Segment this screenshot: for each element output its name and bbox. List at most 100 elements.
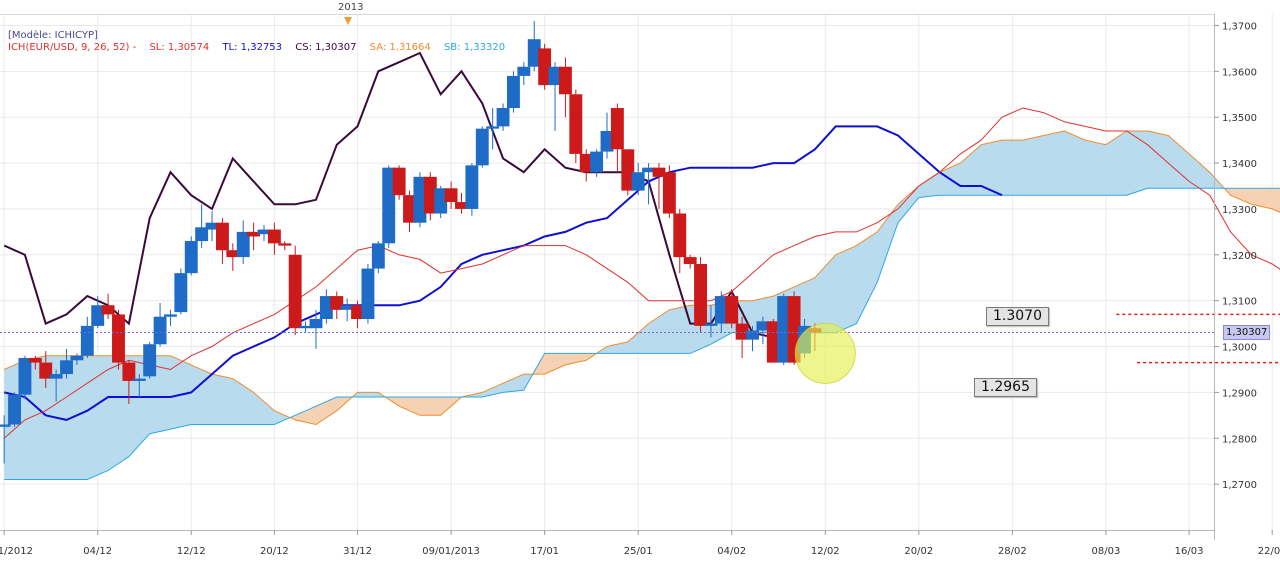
- candle: [423, 172, 437, 221]
- candle: [694, 257, 707, 333]
- y-tick-label: 1,2700: [1222, 480, 1257, 491]
- candle: [80, 316, 94, 358]
- candle-body: [621, 149, 635, 191]
- candle-body: [486, 126, 500, 129]
- candle-body: [205, 222, 219, 230]
- x-tick-label: 12/12: [177, 546, 206, 557]
- candle-body: [579, 153, 593, 173]
- x-tick-label: 25/01: [624, 546, 653, 557]
- candle: [600, 112, 614, 159]
- candle: [652, 163, 666, 209]
- candle-body: [247, 231, 261, 237]
- candle: [299, 321, 313, 333]
- cloud-bearish: [385, 396, 462, 416]
- candle: [434, 186, 448, 219]
- candle-body: [309, 319, 323, 329]
- candle: [673, 208, 687, 274]
- candle-body: [267, 229, 281, 244]
- candle-body: [725, 296, 739, 324]
- candle-body: [28, 358, 42, 363]
- indicator-legend: ICH(EUR/USD, 9, 26, 52) - SL: 1,30574 TL…: [8, 42, 515, 53]
- candle-body: [288, 254, 302, 329]
- candle: [195, 204, 209, 248]
- candle-body: [195, 227, 209, 242]
- candle-body: [590, 151, 604, 173]
- candle: [184, 236, 198, 276]
- candle-body: [101, 305, 115, 315]
- cloud-bullish: [352, 392, 386, 397]
- candle-body: [777, 296, 791, 363]
- candle-body: [766, 321, 780, 363]
- candle-body: [340, 305, 354, 310]
- x-tick-label: 12/02: [811, 546, 840, 557]
- kijun-sen-line: [3, 125, 1003, 421]
- candle-body: [0, 424, 11, 427]
- x-tick-label: 16/03: [1175, 546, 1204, 557]
- y-tick-label: 1,3400: [1222, 159, 1257, 170]
- x-tick-label: 22/03: [1258, 546, 1280, 557]
- candle: [164, 309, 177, 326]
- overlays: [0, 313, 1280, 384]
- candle: [28, 355, 42, 370]
- candle: [267, 222, 281, 255]
- candle-body: [465, 165, 479, 209]
- candle: [413, 172, 427, 228]
- candle: [361, 263, 375, 324]
- indicator-lines: [3, 51, 1280, 439]
- candle-body: [122, 362, 136, 381]
- candle: [174, 268, 188, 315]
- candle: [247, 222, 261, 251]
- candle-body: [319, 296, 333, 320]
- y-tick-label: 1,3700: [1222, 21, 1257, 32]
- top-marker-triangle[interactable]: [344, 17, 352, 25]
- candle: [558, 57, 572, 118]
- candle: [143, 341, 157, 379]
- candle: [756, 316, 770, 345]
- candle: [382, 165, 396, 248]
- candle-body: [153, 316, 167, 345]
- candle: [257, 224, 271, 242]
- candle-body: [392, 167, 406, 196]
- candle-body: [548, 66, 562, 86]
- level-2-label[interactable]: 1.2965: [974, 378, 1037, 397]
- level-1-label[interactable]: 1.3070: [986, 307, 1049, 326]
- candle-body: [8, 394, 21, 425]
- candle-body: [236, 231, 250, 258]
- candle: [371, 241, 385, 274]
- candle: [496, 103, 510, 131]
- candle: [0, 415, 11, 464]
- candle-body: [423, 176, 437, 214]
- y-tick-label: 1,3100: [1222, 297, 1257, 308]
- x-tick-label: 28/02: [998, 546, 1027, 557]
- candle: [486, 108, 500, 150]
- legend-sa: SA: 1,31664: [369, 42, 431, 53]
- candle-body: [444, 188, 458, 203]
- cloud-bearish: [289, 396, 353, 425]
- candle: [60, 348, 73, 379]
- current-price-tag: 1,30307: [1223, 325, 1271, 341]
- legend-sb: SB: 1,33320: [443, 42, 506, 53]
- x-tick-label: 20/12: [260, 546, 289, 557]
- cloud-bearish: [532, 353, 597, 375]
- x-tick-label: 04/02: [717, 546, 746, 557]
- candle: [8, 392, 21, 427]
- candle: [507, 71, 520, 113]
- candle-body: [538, 48, 552, 86]
- y-tick-label: 1,3000: [1222, 343, 1257, 354]
- candle: [569, 89, 583, 164]
- candle-body: [18, 358, 32, 395]
- legend-indicator: ICH(EUR/USD, 9, 26, 52) -: [8, 42, 137, 53]
- x-tick-label: 31/12: [343, 546, 372, 557]
- cloud-bullish: [4, 355, 290, 480]
- y-tick-label: 1,3300: [1222, 205, 1257, 216]
- candle-body: [330, 296, 344, 310]
- candle-body: [642, 167, 656, 173]
- candle-body: [257, 229, 271, 235]
- senkou-b-line: [4, 187, 1280, 480]
- candle-body: [714, 296, 728, 324]
- candle: [590, 149, 604, 177]
- candle-body: [455, 202, 468, 209]
- candle-body: [517, 66, 531, 76]
- model-label: [Modèle: ICHICYP]: [8, 30, 98, 41]
